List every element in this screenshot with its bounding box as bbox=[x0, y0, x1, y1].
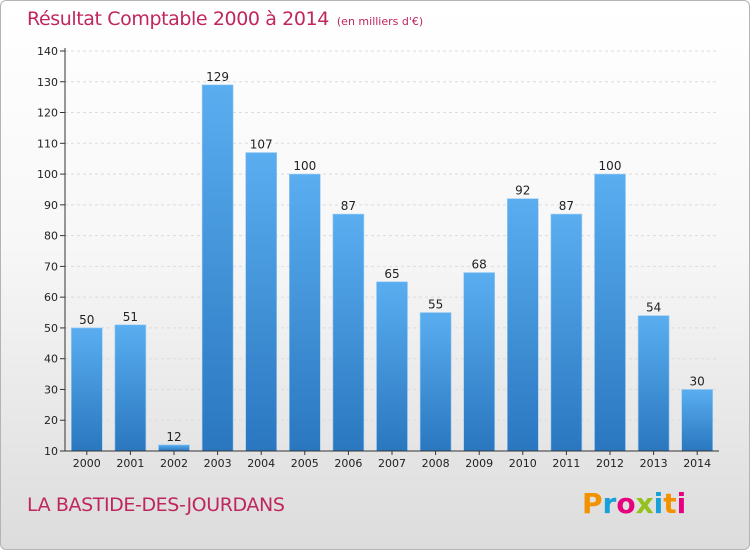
data-label-2009: 68 bbox=[472, 258, 487, 272]
data-label-2012: 100 bbox=[599, 159, 622, 173]
x-tick-label-2008: 2008 bbox=[422, 457, 450, 470]
x-tick-label-2002: 2002 bbox=[160, 457, 188, 470]
axes: 10 20 30 40 50 60 70 80 90 100 110 120 130 140 2000 200… bbox=[37, 45, 719, 470]
bar-2007[interactable] bbox=[376, 281, 408, 452]
y-tick-label: 20 bbox=[44, 414, 58, 427]
data-label-2006: 87 bbox=[341, 199, 356, 213]
y-tick-label: 40 bbox=[44, 353, 58, 366]
bar-2003[interactable] bbox=[201, 84, 234, 452]
x-tick-label-2009: 2009 bbox=[465, 457, 493, 470]
bar-2012[interactable] bbox=[594, 173, 626, 452]
chart-units: (en milliers d'€) bbox=[336, 15, 424, 28]
bar-2008[interactable] bbox=[419, 312, 452, 452]
bar-2006[interactable] bbox=[332, 213, 365, 452]
bar-2010[interactable] bbox=[506, 198, 539, 452]
proxiti-logo[interactable]: Proxiti bbox=[582, 487, 686, 520]
logo-letter: r bbox=[602, 487, 617, 520]
data-label-2014: 30 bbox=[690, 374, 705, 388]
data-label-2000: 50 bbox=[79, 313, 94, 327]
data-label-2013: 54 bbox=[646, 301, 661, 315]
bar-2005[interactable] bbox=[288, 173, 321, 452]
bars bbox=[71, 84, 714, 452]
x-tick-label-2004: 2004 bbox=[247, 457, 275, 470]
commune-name: LA BASTIDE-DES-JOURDANS bbox=[27, 494, 285, 516]
y-tick-label: 140 bbox=[37, 45, 58, 58]
logo-letter: i bbox=[676, 487, 687, 520]
x-tick-label-2014: 2014 bbox=[683, 457, 711, 470]
y-tick-label: 50 bbox=[44, 322, 58, 335]
bar-2004[interactable] bbox=[245, 152, 277, 452]
y-tick-label: 120 bbox=[37, 107, 58, 120]
logo-letter: o bbox=[616, 487, 636, 520]
x-tick-label-2006: 2006 bbox=[334, 457, 362, 470]
x-tick-label-2010: 2010 bbox=[509, 457, 537, 470]
data-label-2001: 51 bbox=[123, 310, 138, 324]
data-label-2003: 129 bbox=[206, 70, 229, 84]
x-tick-label-2005: 2005 bbox=[291, 457, 319, 470]
data-label-2004: 107 bbox=[250, 138, 273, 152]
data-label-2002: 12 bbox=[166, 430, 181, 444]
y-tick-label: 60 bbox=[44, 291, 58, 304]
data-label-2008: 55 bbox=[428, 298, 443, 312]
y-tick-label: 130 bbox=[37, 76, 58, 89]
data-label-2011: 87 bbox=[559, 199, 574, 213]
logo-letter: x bbox=[635, 487, 654, 520]
y-tick-label: 110 bbox=[37, 137, 58, 150]
data-labels: 50 51 12 129 107 100 87 65 55 68 92 87 100 54 30 bbox=[79, 70, 705, 444]
x-tick-label-2011: 2011 bbox=[552, 457, 580, 470]
y-tick-label: 10 bbox=[44, 445, 58, 458]
data-label-2010: 92 bbox=[515, 184, 530, 198]
chart-title: Résultat Comptable 2000 à 2014 bbox=[27, 8, 329, 30]
bar-2002[interactable] bbox=[158, 444, 190, 452]
y-tick-label: 100 bbox=[37, 168, 58, 181]
bar-2009[interactable] bbox=[463, 272, 496, 452]
logo-letter: i bbox=[653, 487, 664, 520]
bar-2011[interactable] bbox=[550, 213, 583, 452]
x-tick-label-2007: 2007 bbox=[378, 457, 406, 470]
logo-letter: t bbox=[663, 487, 677, 520]
bar-2000[interactable] bbox=[71, 327, 103, 452]
x-tick-label-2001: 2001 bbox=[116, 457, 144, 470]
y-tick-label: 90 bbox=[44, 199, 58, 212]
chart-title-block: Résultat Comptable 2000 à 2014 (en millie… bbox=[27, 8, 423, 30]
data-label-2007: 65 bbox=[384, 267, 399, 281]
data-label-2005: 100 bbox=[293, 159, 316, 173]
logo-letter: P bbox=[582, 487, 603, 520]
y-tick-label: 70 bbox=[44, 260, 58, 273]
bar-2013[interactable] bbox=[637, 315, 670, 452]
y-tick-label: 30 bbox=[44, 383, 58, 396]
bar-2014[interactable] bbox=[681, 389, 714, 452]
x-tick-label-2003: 2003 bbox=[204, 457, 232, 470]
x-tick-label-2000: 2000 bbox=[73, 457, 101, 470]
y-tick-label: 80 bbox=[44, 230, 58, 243]
x-tick-label-2013: 2013 bbox=[640, 457, 668, 470]
bar-2001[interactable] bbox=[114, 324, 147, 452]
x-tick-label-2012: 2012 bbox=[596, 457, 624, 470]
